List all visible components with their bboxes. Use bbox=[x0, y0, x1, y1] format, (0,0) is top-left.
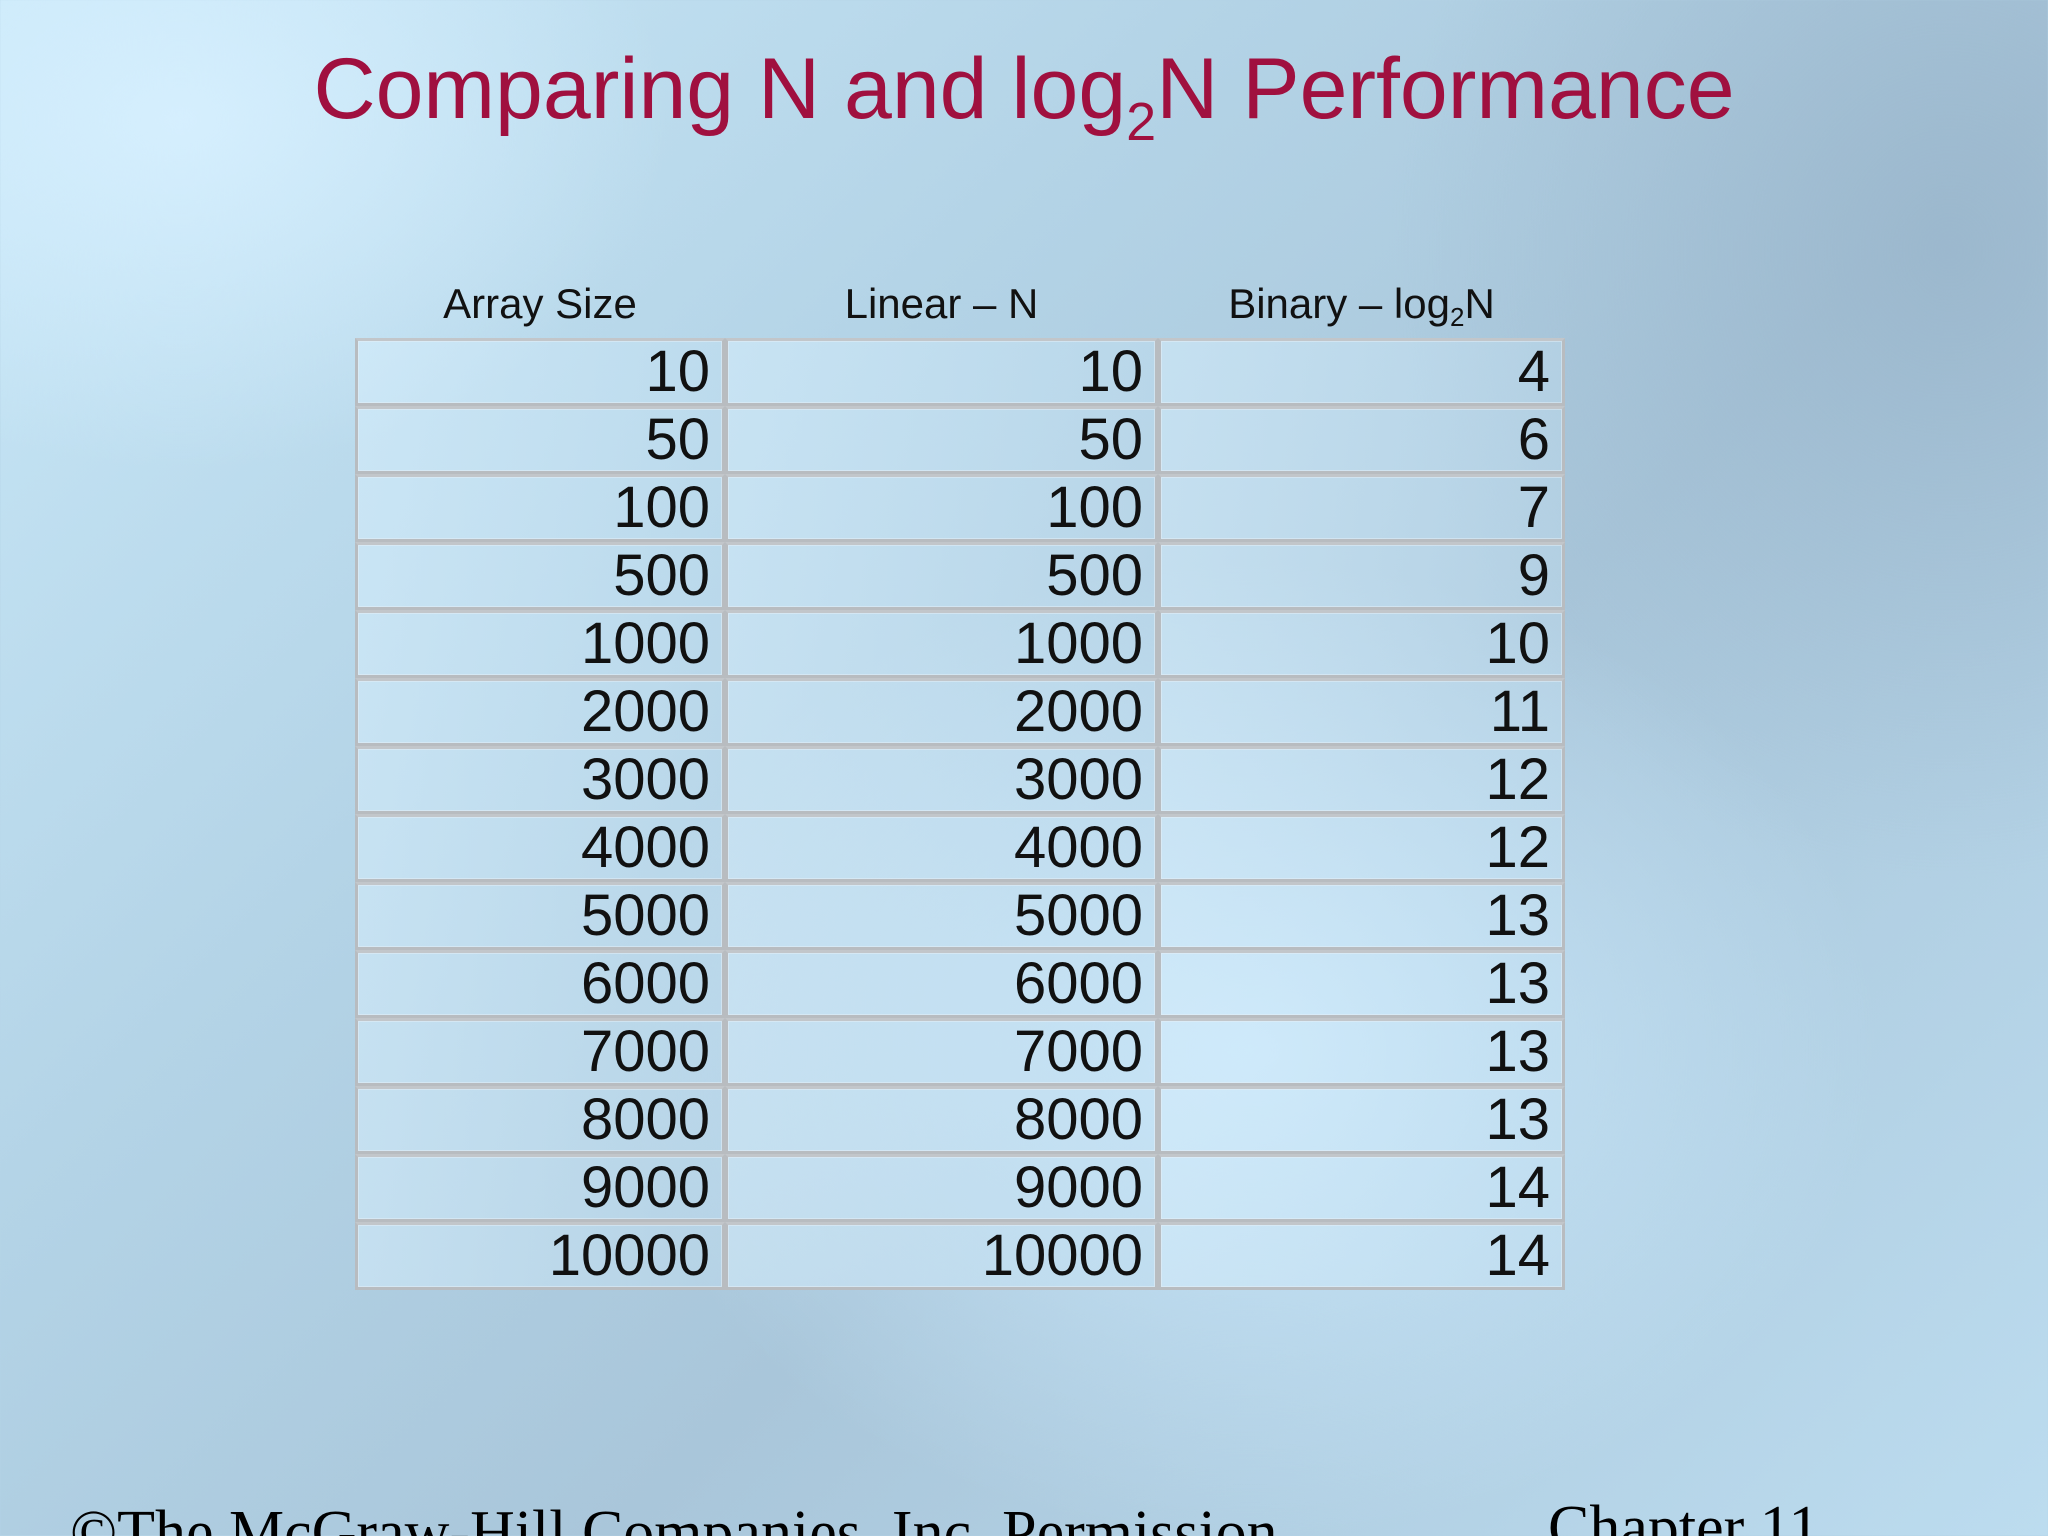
header-array-size: Array Size bbox=[443, 280, 637, 327]
copyright-footer: ©The McGraw-Hill Companies, Inc. Permiss… bbox=[70, 1499, 1278, 1536]
table-row: 10 10 4 bbox=[355, 338, 1565, 406]
array-size-cell: 2000 bbox=[355, 678, 725, 746]
table-row: 1000 1000 10 bbox=[355, 610, 1565, 678]
header-binary: Binary – log2N bbox=[1158, 270, 1565, 338]
title-text-end: N Performance bbox=[1156, 41, 1735, 137]
table-row: 4000 4000 12 bbox=[355, 814, 1565, 882]
linear-cell: 6000 bbox=[725, 950, 1158, 1018]
linear-cell: 50 bbox=[725, 406, 1158, 474]
array-size-cell: 10000 bbox=[355, 1222, 725, 1290]
array-size-cell: 10 bbox=[355, 338, 725, 406]
title-subscript: 2 bbox=[1126, 92, 1157, 152]
linear-cell: 3000 bbox=[725, 746, 1158, 814]
table-row: 6000 6000 13 bbox=[355, 950, 1565, 1018]
binary-cell: 13 bbox=[1158, 1018, 1565, 1086]
table-row: 100 100 7 bbox=[355, 474, 1565, 542]
linear-cell: 4000 bbox=[725, 814, 1158, 882]
array-size-cell: 50 bbox=[355, 406, 725, 474]
slide-title: Comparing N and log2N Performance bbox=[0, 40, 2048, 149]
binary-cell: 13 bbox=[1158, 950, 1565, 1018]
linear-cell: 9000 bbox=[725, 1154, 1158, 1222]
linear-cell: 100 bbox=[725, 474, 1158, 542]
array-size-cell: 1000 bbox=[355, 610, 725, 678]
array-size-cell: 7000 bbox=[355, 1018, 725, 1086]
linear-cell: 8000 bbox=[725, 1086, 1158, 1154]
array-size-cell: 5000 bbox=[355, 882, 725, 950]
linear-cell: 7000 bbox=[725, 1018, 1158, 1086]
binary-cell: 12 bbox=[1158, 746, 1565, 814]
binary-cell: 9 bbox=[1158, 542, 1565, 610]
array-size-cell: 3000 bbox=[355, 746, 725, 814]
array-size-cell: 6000 bbox=[355, 950, 725, 1018]
chapter-footer: Chapter 11 bbox=[1548, 1494, 1820, 1536]
binary-cell: 11 bbox=[1158, 678, 1565, 746]
table-row: 5000 5000 13 bbox=[355, 882, 1565, 950]
linear-cell: 500 bbox=[725, 542, 1158, 610]
table-row: 7000 7000 13 bbox=[355, 1018, 1565, 1086]
array-size-cell: 100 bbox=[355, 474, 725, 542]
linear-cell: 10000 bbox=[725, 1222, 1158, 1290]
array-size-cell: 500 bbox=[355, 542, 725, 610]
table-row: 10000 10000 14 bbox=[355, 1222, 1565, 1290]
performance-table-container: Array Size Linear – N Binary – log2N 10 … bbox=[355, 270, 1565, 1290]
table-row: 9000 9000 14 bbox=[355, 1154, 1565, 1222]
table-body: 10 10 4 50 50 6 100 100 7 500 500 9 1000 bbox=[355, 338, 1565, 1290]
linear-cell: 2000 bbox=[725, 678, 1158, 746]
binary-cell: 10 bbox=[1158, 610, 1565, 678]
linear-cell: 5000 bbox=[725, 882, 1158, 950]
table-row: 50 50 6 bbox=[355, 406, 1565, 474]
binary-cell: 13 bbox=[1158, 1086, 1565, 1154]
header-binary-subscript: 2 bbox=[1449, 302, 1465, 332]
table-row: 2000 2000 11 bbox=[355, 678, 1565, 746]
header-binary-text-end: N bbox=[1464, 280, 1495, 327]
linear-cell: 10 bbox=[725, 338, 1158, 406]
binary-cell: 7 bbox=[1158, 474, 1565, 542]
table-header-row: Array Size Linear – N Binary – log2N bbox=[355, 270, 1565, 338]
array-size-cell: 8000 bbox=[355, 1086, 725, 1154]
header-binary-text: Binary – log bbox=[1228, 280, 1450, 327]
linear-cell: 1000 bbox=[725, 610, 1158, 678]
binary-cell: 6 bbox=[1158, 406, 1565, 474]
table-row: 8000 8000 13 bbox=[355, 1086, 1565, 1154]
binary-cell: 13 bbox=[1158, 882, 1565, 950]
binary-cell: 12 bbox=[1158, 814, 1565, 882]
array-size-cell: 9000 bbox=[355, 1154, 725, 1222]
array-size-cell: 4000 bbox=[355, 814, 725, 882]
header-linear: Linear – N bbox=[844, 280, 1039, 327]
binary-cell: 14 bbox=[1158, 1222, 1565, 1290]
table-row: 500 500 9 bbox=[355, 542, 1565, 610]
binary-cell: 14 bbox=[1158, 1154, 1565, 1222]
performance-table: Array Size Linear – N Binary – log2N 10 … bbox=[355, 270, 1565, 1290]
title-text: Comparing N and log bbox=[313, 41, 1127, 137]
table-row: 3000 3000 12 bbox=[355, 746, 1565, 814]
binary-cell: 4 bbox=[1158, 338, 1565, 406]
